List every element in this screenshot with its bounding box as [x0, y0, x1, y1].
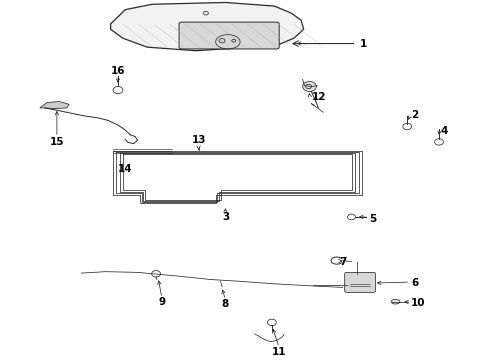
Text: 2: 2: [411, 110, 418, 120]
Text: 1: 1: [360, 39, 367, 49]
Text: 10: 10: [411, 298, 426, 308]
Text: 12: 12: [312, 92, 326, 102]
Text: 6: 6: [411, 278, 418, 288]
FancyBboxPatch shape: [344, 273, 375, 292]
Text: 9: 9: [158, 297, 166, 307]
Polygon shape: [111, 3, 304, 51]
Text: 5: 5: [369, 214, 377, 224]
Text: 4: 4: [441, 126, 448, 136]
FancyBboxPatch shape: [179, 22, 279, 49]
Text: 8: 8: [222, 299, 229, 309]
Text: 14: 14: [118, 164, 133, 174]
Circle shape: [303, 81, 317, 91]
Text: 15: 15: [49, 136, 64, 147]
Text: 11: 11: [272, 347, 287, 357]
Text: 13: 13: [191, 135, 206, 145]
Text: 3: 3: [222, 212, 229, 222]
Text: 16: 16: [111, 66, 125, 76]
Polygon shape: [40, 102, 69, 109]
Ellipse shape: [391, 300, 400, 304]
Text: 7: 7: [339, 257, 347, 267]
